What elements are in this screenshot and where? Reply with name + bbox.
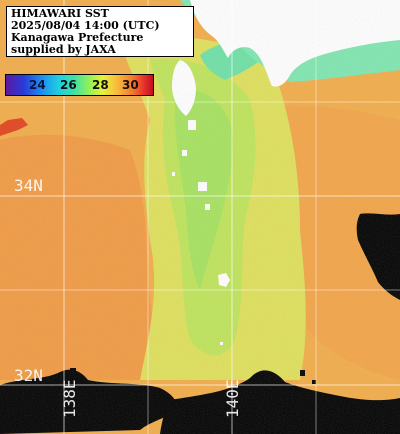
colorbar-tick-26: 26 [60, 78, 77, 92]
lon-label-140e: 140E [223, 379, 242, 418]
lat-label-32n: 32N [14, 366, 43, 385]
lat-label-34n: 34N [14, 176, 43, 195]
data-credit: supplied by JAXA [11, 43, 116, 56]
lon-label-138e: 138E [60, 379, 79, 418]
colorbar-tick-30: 30 [122, 78, 139, 92]
timestamp: 2025/08/04 14:00 (UTC) [11, 19, 160, 32]
colorbar-tick-24: 24 [29, 78, 46, 92]
region-name: Kanagawa Prefecture [11, 31, 144, 44]
temperature-colorbar: 24 26 28 30 [5, 74, 154, 96]
product-title: HIMAWARI SST [11, 7, 109, 20]
info-box: HIMAWARI SST 2025/08/04 14:00 (UTC) Kana… [6, 6, 194, 57]
colorbar-tick-28: 28 [92, 78, 109, 92]
